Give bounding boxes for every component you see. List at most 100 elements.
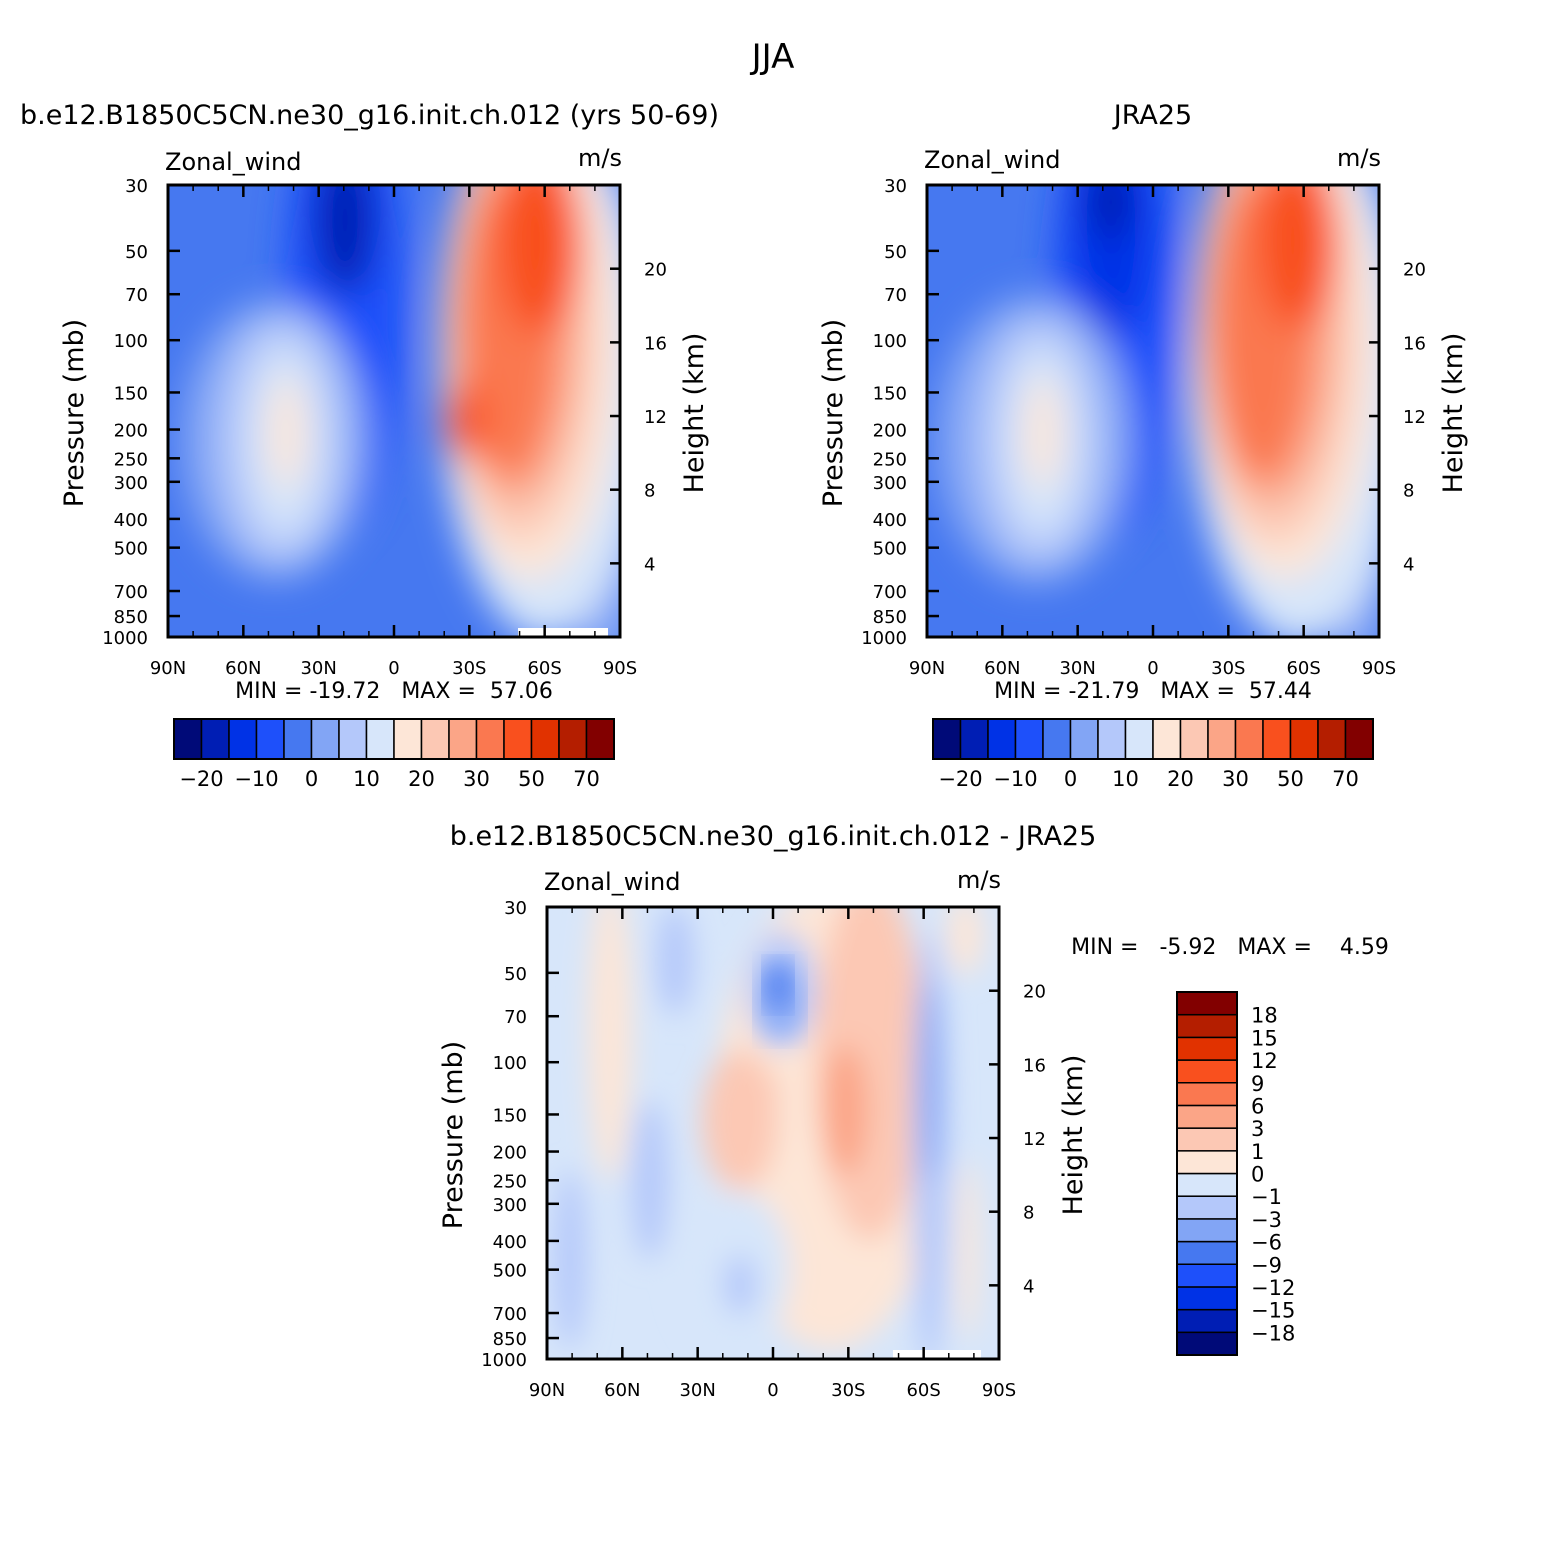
colorbar-label: 50 xyxy=(518,767,545,791)
colorbar-swatch xyxy=(365,718,395,760)
y2-tick-label: 4 xyxy=(644,554,655,575)
y-tick-label: 300 xyxy=(873,473,907,494)
colorbar-swatch xyxy=(1176,1104,1238,1129)
y-tick-label: 850 xyxy=(493,1329,527,1350)
colorbar-label: −9 xyxy=(1251,1253,1282,1277)
colorbar-swatch xyxy=(420,718,450,760)
colorbar-swatch xyxy=(1176,1082,1238,1107)
y2-tick-label: 20 xyxy=(644,260,667,281)
axes: 90N 60N 30N 0 30S 60S 90S 30 50 70 100 150 200 250 300… xyxy=(818,176,1469,679)
y-tick-label: 400 xyxy=(873,510,907,531)
x-tick-label: 60N xyxy=(984,658,1020,679)
figure-title: JJA xyxy=(750,37,795,77)
region-negative-3 xyxy=(632,1100,668,1260)
region-positive-1 xyxy=(588,907,632,1180)
colorbar-swatch xyxy=(530,718,560,760)
units-label: m/s xyxy=(578,144,622,172)
colorbar-label: −15 xyxy=(1251,1299,1295,1323)
y-tick-label: 50 xyxy=(125,242,148,263)
colorbar-label: 3 xyxy=(1251,1117,1264,1141)
colorbar-label: 70 xyxy=(573,767,600,791)
missing-surface xyxy=(893,1350,981,1359)
x-tick-label: 0 xyxy=(1147,658,1158,679)
x-tick-label: 90N xyxy=(150,658,186,679)
colorbar-label: 0 xyxy=(1064,767,1077,791)
colorbar-swatch xyxy=(1176,1036,1238,1061)
colorbar-label: 12 xyxy=(1251,1049,1278,1073)
colorbar-label: −3 xyxy=(1251,1208,1282,1232)
region-easterly-core xyxy=(315,185,375,295)
y2-tick-label: 16 xyxy=(1023,1055,1046,1076)
y-tick-label: 1000 xyxy=(102,628,148,649)
y-tick-label: 100 xyxy=(873,331,907,352)
colorbar-label: 15 xyxy=(1251,1026,1278,1050)
y2-axis-title: Height (km) xyxy=(679,333,710,494)
y2-tick-label: 12 xyxy=(1403,407,1426,428)
colorbar-swatch xyxy=(1234,718,1264,760)
colorbar-swatch xyxy=(1124,718,1154,760)
colorbar-label: 20 xyxy=(408,767,435,791)
panel-model: b.e12.B1850C5CN.ne30_g16.init.ch.012 (yr… xyxy=(20,100,719,791)
region-jet-upper xyxy=(1258,185,1338,330)
x-tick-label: 60S xyxy=(1286,658,1320,679)
y-tick-label: 500 xyxy=(114,539,148,560)
y2-tick-label: 4 xyxy=(1023,1276,1034,1297)
colorbar-swatch xyxy=(1176,1308,1238,1334)
y-tick-label: 400 xyxy=(493,1232,527,1253)
colorbar-label: −18 xyxy=(1251,1321,1295,1345)
colorbar-label: 10 xyxy=(353,767,380,791)
colorbar-label: −1 xyxy=(1251,1185,1282,1209)
colorbar-label: −20 xyxy=(179,767,223,791)
region-positive-7 xyxy=(958,1160,978,1340)
y-tick-label: 250 xyxy=(873,449,907,470)
colorbar-swatch xyxy=(1069,718,1099,760)
colorbar-swatch xyxy=(1317,718,1347,760)
units-label: m/s xyxy=(957,866,1001,894)
panel-title: b.e12.B1850C5CN.ne30_g16.init.ch.012 - J… xyxy=(450,821,1097,852)
colorbar-swatch xyxy=(310,718,340,760)
x-tick-label: 30N xyxy=(1059,658,1095,679)
colorbar-swatch xyxy=(1207,718,1237,760)
stats-text: MIN = -19.72 MAX = 57.06 xyxy=(235,679,553,704)
y2-tick-label: 8 xyxy=(644,481,655,502)
colorbar-swatch xyxy=(228,718,258,760)
y-tick-label: 30 xyxy=(884,176,907,197)
y2-axis-title: Height (km) xyxy=(1438,333,1469,494)
left-label: Zonal_wind xyxy=(165,148,301,176)
colorbar-swatch xyxy=(1176,1263,1238,1288)
x-tick-label: 30S xyxy=(1211,658,1245,679)
colorbar-swatch xyxy=(1176,1240,1238,1265)
colorbar-label: 30 xyxy=(463,767,490,791)
x-tick-label: 30N xyxy=(300,658,336,679)
region-negative-5 xyxy=(724,1255,756,1315)
colorbar-frame xyxy=(1176,991,1238,1356)
region-nh-westerly-4 xyxy=(1025,378,1061,488)
axes: 90N 60N 30N 0 30S 60S 90S 30 50 70 100 150 200 250 300… xyxy=(438,898,1089,1401)
colorbar-swatch xyxy=(558,718,588,760)
colorbar-swatch xyxy=(1152,718,1182,760)
colorbar-label: −6 xyxy=(1251,1231,1282,1255)
y-tick-label: 700 xyxy=(493,1304,527,1325)
colorbar-label: 20 xyxy=(1167,767,1194,791)
contour-field xyxy=(547,907,999,1359)
y2-axis-title: Height (km) xyxy=(1058,1055,1089,1216)
x-tick-label: 0 xyxy=(767,1380,778,1401)
colorbar-swatch xyxy=(283,718,313,760)
region-negative-2 xyxy=(657,907,693,1015)
y2-tick-label: 12 xyxy=(644,407,667,428)
y-tick-label: 150 xyxy=(493,1105,527,1126)
x-tick-label: 60N xyxy=(225,658,261,679)
region-positive-3 xyxy=(823,1045,867,1175)
contour-field xyxy=(927,185,1379,637)
colorbar-label: 0 xyxy=(1251,1163,1264,1187)
colorbar-swatch xyxy=(1097,718,1127,760)
colorbar-label: −10 xyxy=(234,767,278,791)
x-tick-label: 90S xyxy=(603,658,637,679)
contour-field xyxy=(168,185,620,637)
colorbar-swatch xyxy=(1176,1172,1238,1197)
region-easterly-core xyxy=(1088,185,1132,240)
y-tick-label: 250 xyxy=(493,1171,527,1192)
region-positive-6 xyxy=(947,907,983,975)
y-tick-label: 100 xyxy=(114,331,148,352)
